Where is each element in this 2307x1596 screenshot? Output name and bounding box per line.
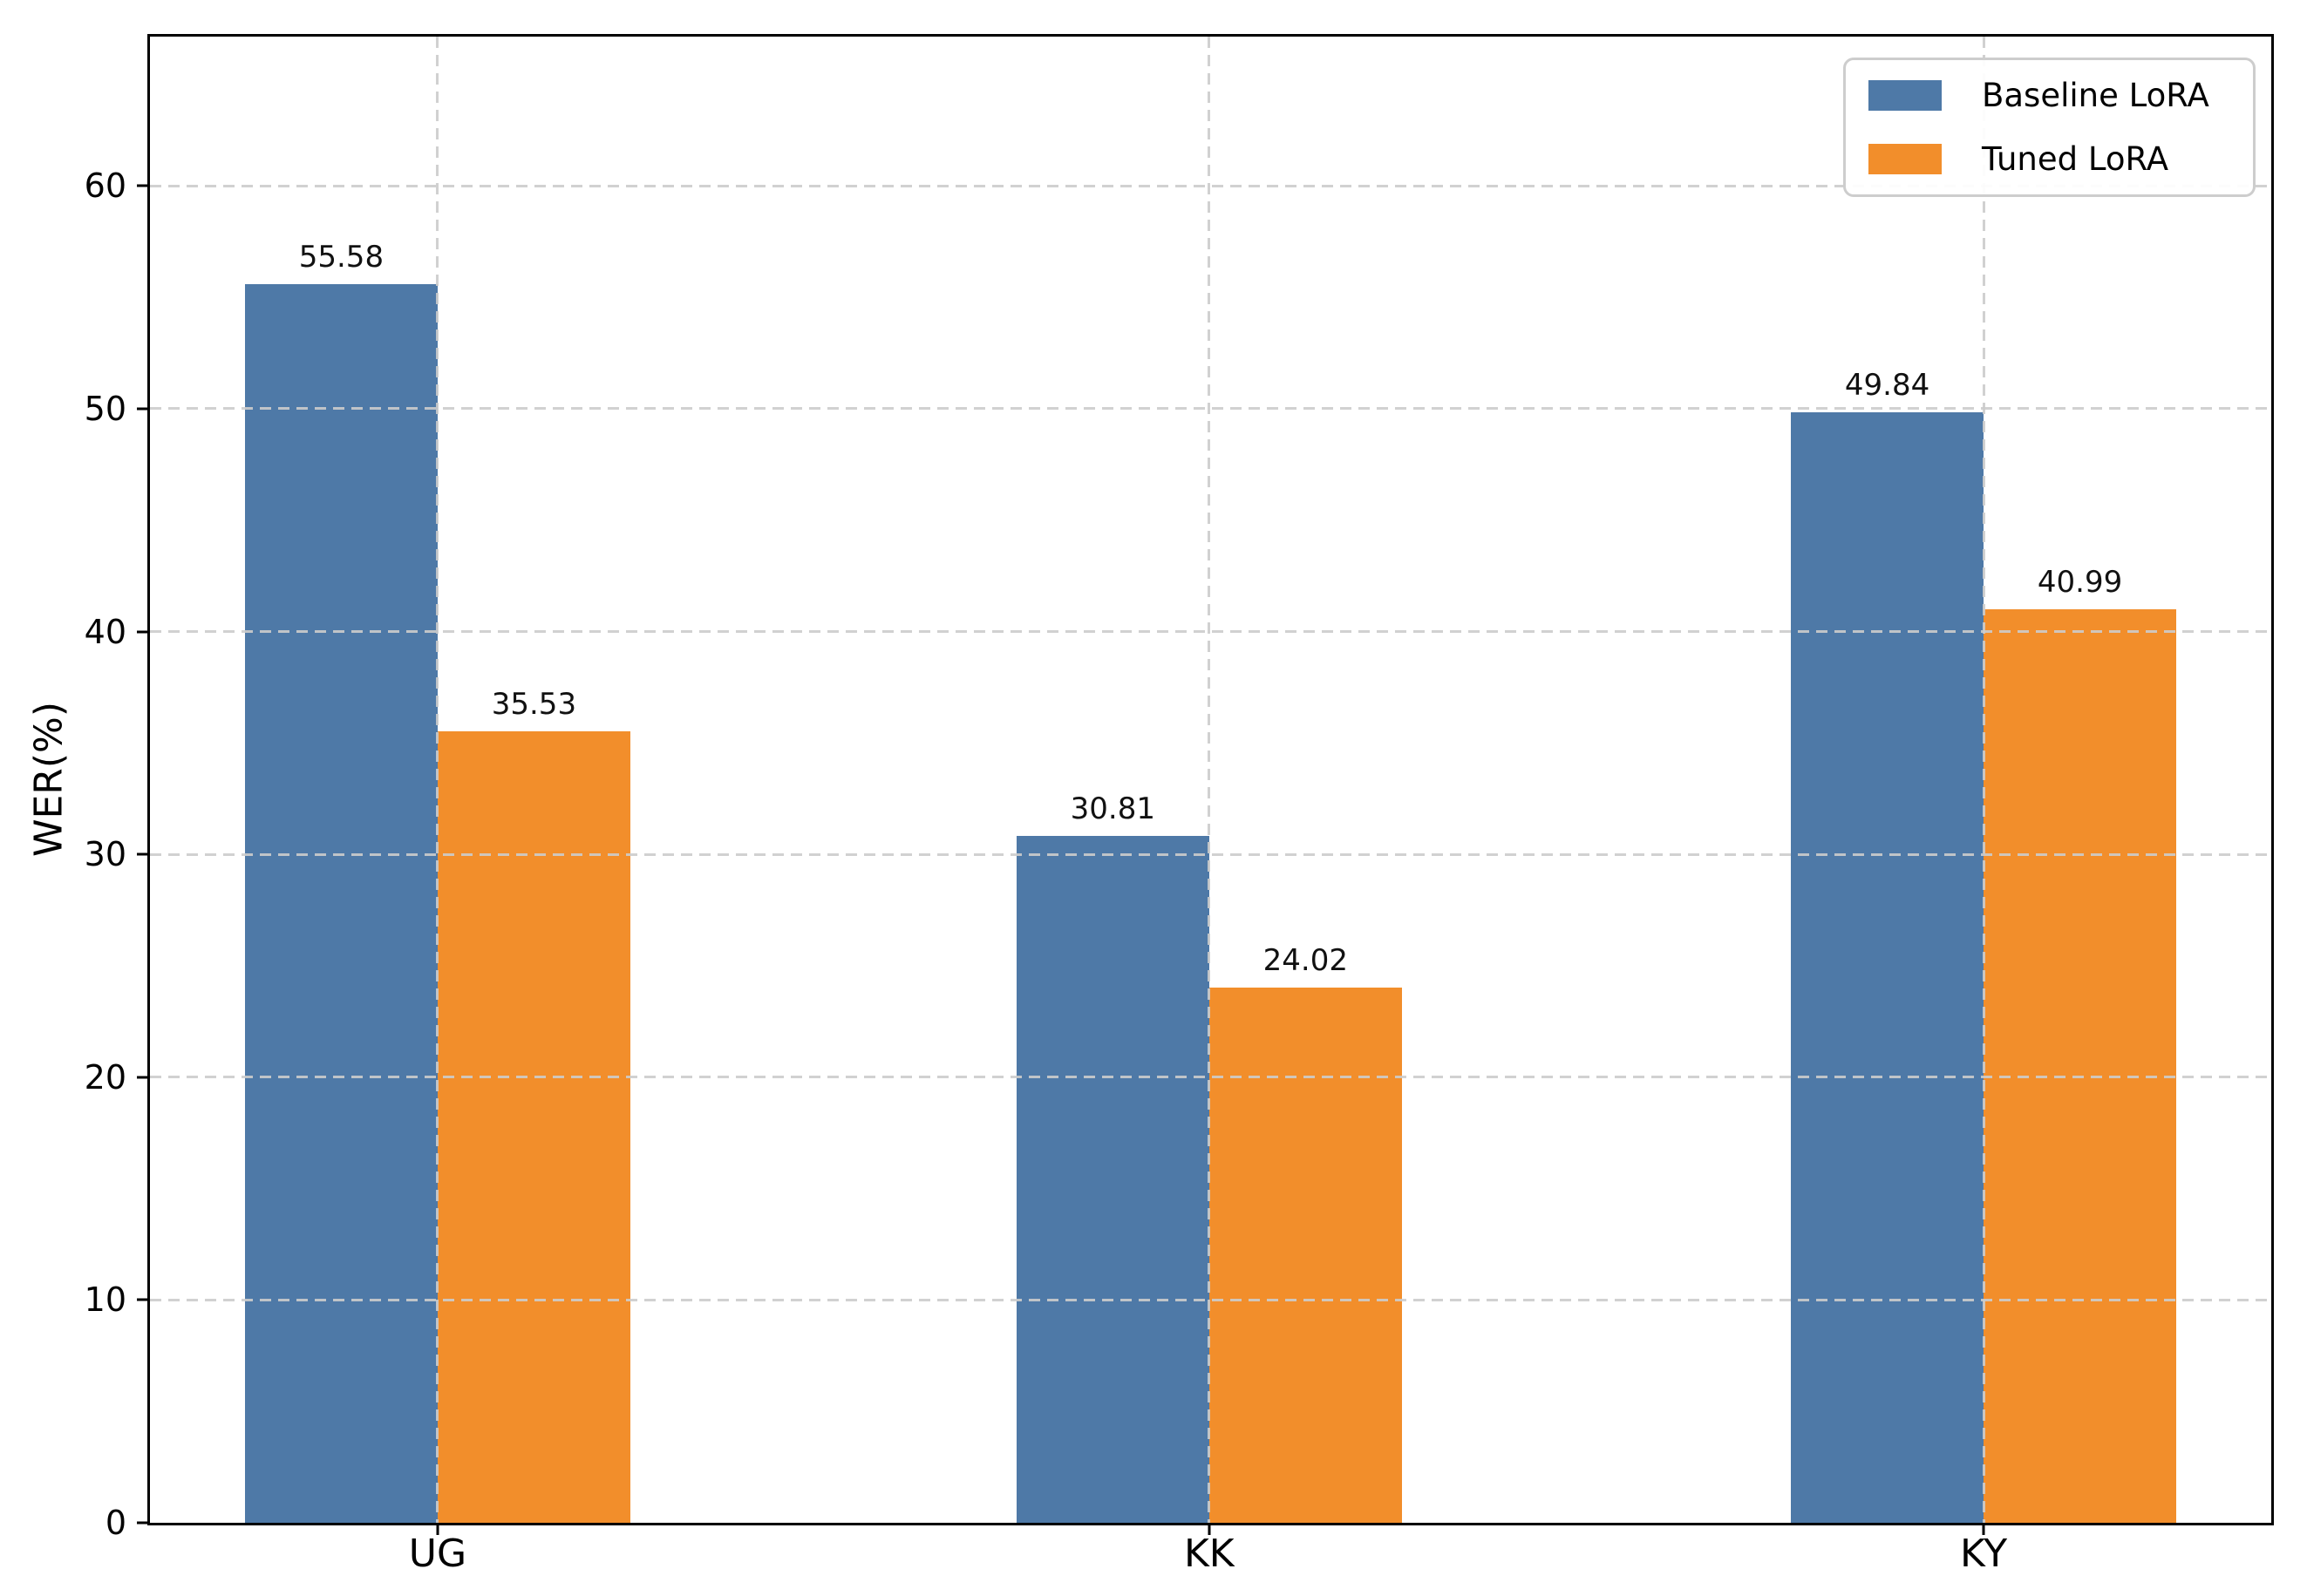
- legend-entry-baseline: Baseline LoRA: [1868, 79, 2230, 112]
- legend-swatch-baseline-lora: [1868, 80, 1942, 111]
- legend-swatch-tuned-lora: [1868, 144, 1942, 174]
- vertical-gridline: [1208, 37, 1211, 1523]
- x-tick-label: UG: [408, 1531, 467, 1576]
- y-tick-label: 20: [84, 1057, 126, 1097]
- x-tick-label: KY: [1959, 1531, 2008, 1576]
- legend: Baseline LoRA Tuned LoRA: [1843, 58, 2256, 197]
- x-axis-tick: [1982, 1523, 1985, 1535]
- bar-tuned-lora-kk: [1208, 987, 1402, 1523]
- y-tick-label: 30: [84, 835, 126, 874]
- bar-tuned-lora-ug: [437, 730, 630, 1523]
- horizontal-gridline: [150, 630, 2271, 633]
- y-axis-tick: [137, 1076, 150, 1079]
- bar-baseline-lora-kk: [1016, 836, 1209, 1523]
- vertical-gridline: [436, 37, 439, 1523]
- bar-value-label: 24.02: [1262, 942, 1348, 978]
- horizontal-gridline: [150, 1076, 2271, 1079]
- horizontal-gridline: [150, 407, 2271, 411]
- y-axis-tick: [137, 630, 150, 633]
- legend-label-baseline-lora: Baseline LoRA: [1982, 77, 2209, 114]
- bar-value-label: 55.58: [298, 240, 384, 275]
- y-tick-label: 40: [84, 612, 126, 651]
- y-axis-tick: [137, 1521, 150, 1525]
- bar-value-label: 40.99: [2037, 565, 2123, 601]
- y-tick-label: 10: [84, 1280, 126, 1320]
- bar-tuned-lora-ky: [1984, 609, 2177, 1523]
- bar-value-label: 49.84: [1844, 367, 1930, 403]
- horizontal-gridline: [150, 184, 2271, 187]
- y-axis-tick: [137, 852, 150, 856]
- y-axis-tick: [137, 184, 150, 187]
- bar-baseline-lora-ug: [244, 284, 438, 1523]
- y-tick-label: 0: [105, 1504, 126, 1542]
- y-axis-title: WER(%): [26, 701, 71, 858]
- bar-value-label: 35.53: [491, 686, 577, 722]
- legend-label-tuned-lora: Tuned LoRA: [1982, 140, 2169, 178]
- legend-entry-tuned: Tuned LoRA: [1868, 143, 2230, 175]
- x-axis-tick: [436, 1523, 439, 1535]
- bar-value-label: 30.81: [1070, 791, 1155, 827]
- bar-baseline-lora-ky: [1791, 411, 1984, 1523]
- vertical-gridline: [1982, 37, 1985, 1523]
- y-tick-label: 50: [84, 389, 126, 428]
- x-axis-tick: [1208, 1523, 1211, 1535]
- y-axis-tick: [137, 407, 150, 411]
- y-tick-label: 60: [84, 166, 126, 206]
- y-axis-tick: [137, 1298, 150, 1301]
- x-tick-label: KK: [1183, 1531, 1235, 1576]
- horizontal-gridline: [150, 1298, 2271, 1301]
- horizontal-gridline: [150, 852, 2271, 856]
